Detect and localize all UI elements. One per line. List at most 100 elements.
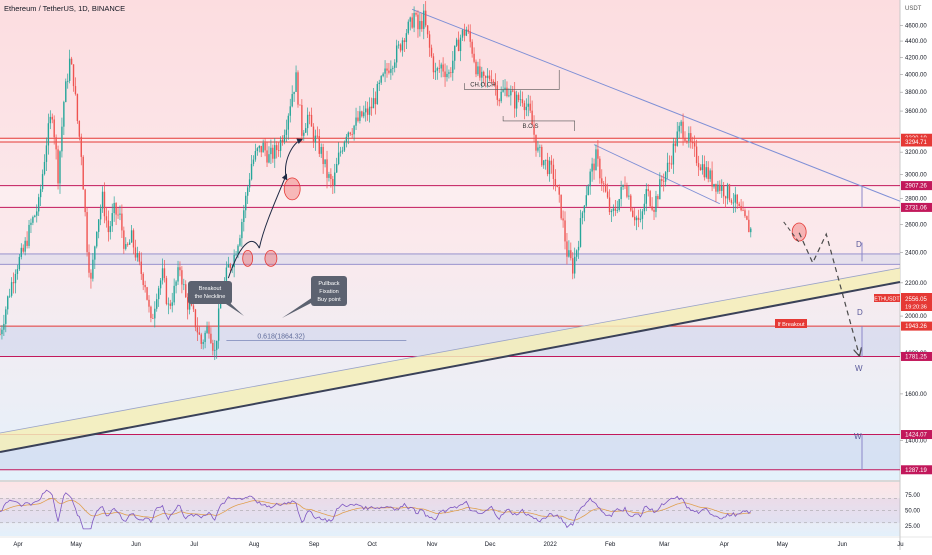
- candle-body: [419, 21, 421, 30]
- price-badge-4[interactable]: [901, 321, 932, 331]
- candle-body: [7, 296, 9, 310]
- candle-body: [734, 194, 736, 203]
- current-ellipse[interactable]: [791, 222, 807, 242]
- candle-body: [690, 133, 692, 143]
- candle-body: [703, 164, 706, 178]
- price-badge-3[interactable]: [901, 202, 932, 212]
- candle-body: [330, 174, 332, 180]
- candle-body: [566, 241, 568, 257]
- candle-body: [301, 104, 303, 136]
- candle-body: [527, 103, 529, 107]
- candle-body: [633, 216, 636, 221]
- candle-body: [573, 256, 576, 274]
- candle-body: [117, 214, 119, 216]
- candle-body: [322, 147, 324, 165]
- pullback-ellipse[interactable]: [264, 249, 278, 267]
- target-ellipse[interactable]: [283, 177, 301, 201]
- candle-body: [361, 111, 363, 117]
- month-label: Jun: [131, 542, 141, 548]
- candle-body: [666, 162, 669, 173]
- bos-label: B.O.S: [522, 124, 538, 130]
- breakout-neckline-callout[interactable]: Breakout the Neckline: [188, 281, 244, 316]
- candle-body: [157, 288, 160, 300]
- price-badge-label-3: 2731.06: [905, 205, 927, 211]
- candle-body: [713, 183, 715, 187]
- channel-support-line[interactable]: [0, 281, 901, 453]
- candle-body: [246, 187, 249, 196]
- price-badge-1[interactable]: [901, 137, 932, 147]
- target-zone-2: [0, 434, 900, 470]
- candle-body: [397, 44, 400, 46]
- candle-body: [154, 308, 156, 319]
- price-axis[interactable]: 4600.00 4400.00 4200.00 4000.00 3800.00 3600.…: [900, 24, 932, 475]
- candle-body: [378, 82, 380, 85]
- breakout-ellipse[interactable]: [242, 249, 254, 267]
- candle-body: [3, 323, 5, 330]
- price-tick-label: 2400.00: [905, 250, 927, 256]
- candle-body: [726, 184, 729, 199]
- pullback-line-2: Fixation: [319, 289, 339, 295]
- price-tick-label: 3000.00: [905, 173, 927, 179]
- candle-body: [254, 150, 257, 160]
- price-badge-5[interactable]: [901, 351, 932, 361]
- candle-body: [368, 106, 371, 115]
- candle-body: [531, 110, 533, 125]
- candle-body: [686, 140, 688, 142]
- price-badge-6[interactable]: [901, 430, 932, 440]
- candle-body: [688, 133, 690, 142]
- candle-body: [525, 106, 528, 111]
- candle-body: [326, 159, 328, 178]
- price-badge-2[interactable]: [901, 181, 932, 191]
- candle-body: [372, 98, 375, 109]
- candle-body: [639, 218, 642, 220]
- price-badge-7[interactable]: [901, 465, 932, 475]
- rsi-ma-line[interactable]: [0, 497, 751, 521]
- minor-trendline[interactable]: [593, 144, 721, 205]
- candle-body: [469, 31, 471, 42]
- candle-body: [502, 89, 504, 92]
- candle-body: [647, 189, 649, 192]
- candle-body: [132, 230, 135, 248]
- candle-body: [274, 145, 276, 159]
- projection-path[interactable]: [798, 232, 859, 355]
- candle-body: [649, 191, 651, 207]
- wave-w-label-1: W: [855, 364, 863, 373]
- candle-body: [281, 139, 284, 142]
- if-breakout-badge[interactable]: If Breakout: [775, 319, 807, 328]
- candle-body: [630, 195, 632, 211]
- candle-body: [548, 160, 551, 175]
- candle-body: [473, 53, 475, 62]
- candle-body: [339, 151, 342, 153]
- candle-body: [107, 220, 110, 233]
- current-price-badge[interactable]: ETHUSDT 2556.05 19:20:36: [874, 293, 932, 311]
- rsi-tick-label: 50.00: [905, 509, 921, 515]
- candle-body: [355, 117, 357, 126]
- candle-body: [74, 86, 77, 95]
- time-axis[interactable]: Apr May Jun Jul Aug Sep Oct Nov Dec 2022 Feb Mar Apr…: [0, 536, 932, 548]
- price-tick-label: 1600.00: [905, 392, 927, 398]
- candle-body: [653, 209, 655, 212]
- candle-body: [635, 217, 638, 221]
- candle-body: [664, 172, 667, 182]
- candle-body: [599, 158, 601, 179]
- rsi-line[interactable]: [0, 489, 752, 530]
- ascending-channel-band: [0, 268, 900, 452]
- descending-trendline[interactable]: [411, 8, 901, 202]
- candle-body: [357, 117, 359, 121]
- candle-body: [448, 72, 450, 74]
- candle-body: [370, 106, 373, 109]
- candle-body: [136, 253, 139, 258]
- candle-body: [606, 191, 609, 198]
- candle-body: [388, 70, 390, 73]
- candle-body: [514, 91, 516, 109]
- candle-body: [283, 134, 286, 142]
- candle-body: [227, 264, 230, 268]
- candle-body: [529, 103, 531, 111]
- pullback-callout[interactable]: Pullback Fixation Buy point: [282, 276, 347, 318]
- candle-body: [206, 326, 208, 333]
- channel-upper-line[interactable]: [0, 267, 901, 434]
- candle-body: [204, 332, 206, 343]
- candle-body: [353, 125, 355, 135]
- candle-body: [399, 44, 402, 51]
